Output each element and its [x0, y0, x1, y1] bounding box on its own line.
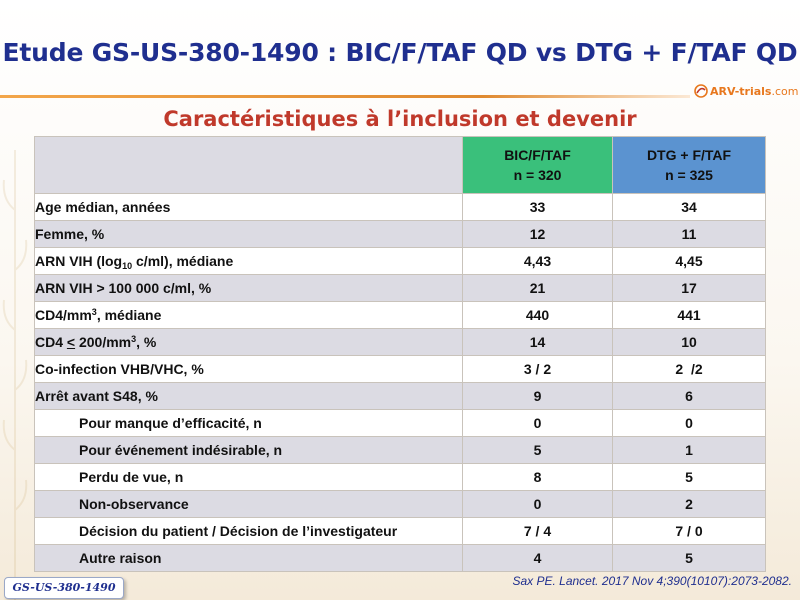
row-label: Co-infection VHB/VHC, %	[34, 355, 463, 383]
bic-value: 5	[462, 436, 613, 464]
table-header-row: BIC/F/TAF n = 320 DTG + F/TAF n = 325	[34, 136, 766, 194]
section-subtitle: Caractéristiques à l’inclusion et deveni…	[163, 107, 637, 131]
header-bic-f-taf-n: n = 320	[513, 167, 562, 183]
row-label-part: ARN VIH (log	[35, 253, 123, 269]
table-row: ARN VIH (log10 c/ml), médiane 4,43 4,45	[34, 247, 766, 275]
row-label-superscript: 3	[91, 307, 97, 317]
dtg-value: 2	[612, 490, 766, 518]
row-label-subscript: 10	[122, 261, 133, 271]
logo-swirl-icon	[694, 84, 708, 98]
wheat-watermark	[2, 150, 28, 600]
dtg-value: 5	[612, 544, 766, 572]
dtg-value: 10	[612, 328, 766, 356]
table-row: Arrêt avant S48, % 9 6	[34, 382, 766, 410]
bic-value: 21	[462, 274, 613, 302]
row-label: CD4/mm3, médiane	[34, 301, 463, 329]
row-label-part: c/ml), médiane	[132, 253, 234, 269]
arv-trials-logo: ARV-trials .com	[694, 82, 800, 100]
row-label: ARN VIH > 100 000 c/ml, %	[34, 274, 463, 302]
dtg-value: 11	[612, 220, 766, 248]
row-label: ARN VIH (log10 c/ml), médiane	[34, 247, 463, 275]
row-label: Age médian, années	[34, 193, 463, 221]
row-label: Non-observance	[34, 490, 463, 518]
bic-value: 0	[462, 409, 613, 437]
header-dtg-f-taf-name: DTG + F/TAF	[646, 147, 732, 163]
bic-value: 9	[462, 382, 613, 410]
dtg-value: 17	[612, 274, 766, 302]
row-label: Perdu de vue, n	[34, 463, 463, 491]
logo-suffix: .com	[771, 84, 799, 98]
row-label-part: , médiane	[96, 307, 162, 323]
bic-value: 4	[462, 544, 613, 572]
bic-value: 440	[462, 301, 613, 329]
table-row: Co-infection VHB/VHC, % 3 / 2 2 /2	[34, 355, 766, 383]
dtg-value: 441	[612, 301, 766, 329]
bic-value: 8	[462, 463, 613, 491]
dtg-value: 34	[612, 193, 766, 221]
row-label-part: CD4/mm	[35, 307, 92, 323]
table-row: Age médian, années 33 34	[34, 193, 766, 221]
row-label: Arrêt avant S48, %	[34, 382, 463, 410]
row-label-part: CD4	[35, 334, 67, 350]
bic-value: 33	[462, 193, 613, 221]
bic-value: 7 / 4	[462, 517, 613, 545]
header-dtg-f-taf-n: n = 325	[665, 167, 713, 183]
header-blank-cell	[34, 136, 463, 194]
title-divider	[0, 95, 690, 98]
header-bic-f-taf: BIC/F/TAF n = 320	[462, 136, 613, 194]
row-label-part: , %	[136, 334, 157, 350]
table-row: Perdu de vue, n 8 5	[34, 463, 766, 491]
table-row: Décision du patient / Décision de l’inve…	[34, 517, 766, 545]
dtg-value: 2 /2	[612, 355, 766, 383]
dtg-value: 7 / 0	[612, 517, 766, 545]
dtg-value: 6	[612, 382, 766, 410]
row-label: Femme, %	[34, 220, 463, 248]
row-label-superscript: 3	[131, 334, 137, 344]
row-label: Décision du patient / Décision de l’inve…	[34, 517, 463, 545]
row-label: Autre raison	[34, 544, 463, 572]
dtg-value: 5	[612, 463, 766, 491]
table-row: Autre raison 4 5	[34, 544, 766, 572]
table-row: Non-observance 0 2	[34, 490, 766, 518]
dtg-value: 4,45	[612, 247, 766, 275]
study-id-badge: GS-US-380-1490	[4, 577, 124, 599]
row-label-underlined: <	[66, 334, 76, 350]
citation-reference: Sax PE. Lancet. 2017 Nov 4;390(10107):20…	[512, 574, 792, 588]
dtg-value: 1	[612, 436, 766, 464]
bic-value: 0	[462, 490, 613, 518]
dtg-value: 0	[612, 409, 766, 437]
table-row: Pour manque d’efficacité, n 0 0	[34, 409, 766, 437]
row-label: Pour manque d’efficacité, n	[34, 409, 463, 437]
table-row: CD4/mm3, médiane 440 441	[34, 301, 766, 329]
page-title: Etude GS-US-380-1490 : BIC/F/TAF QD vs D…	[2, 38, 798, 67]
table-row: Pour événement indésirable, n 5 1	[34, 436, 766, 464]
bic-value: 12	[462, 220, 613, 248]
bic-value: 14	[462, 328, 613, 356]
row-label-part: 200/mm	[75, 334, 132, 350]
logo-text: ARV-trials	[710, 84, 772, 98]
bic-value: 3 / 2	[462, 355, 613, 383]
row-label: CD4 < 200/mm3, %	[34, 328, 463, 356]
table-row: Femme, % 12 11	[34, 220, 766, 248]
table-row: CD4 < 200/mm3, % 14 10	[34, 328, 766, 356]
header-dtg-f-taf: DTG + F/TAF n = 325	[612, 136, 766, 194]
row-label: Pour événement indésirable, n	[34, 436, 463, 464]
baseline-characteristics-table: BIC/F/TAF n = 320 DTG + F/TAF n = 325 Ag…	[34, 136, 766, 572]
header-bic-f-taf-name: BIC/F/TAF	[504, 147, 571, 163]
bic-value: 4,43	[462, 247, 613, 275]
table-row: ARN VIH > 100 000 c/ml, % 21 17	[34, 274, 766, 302]
